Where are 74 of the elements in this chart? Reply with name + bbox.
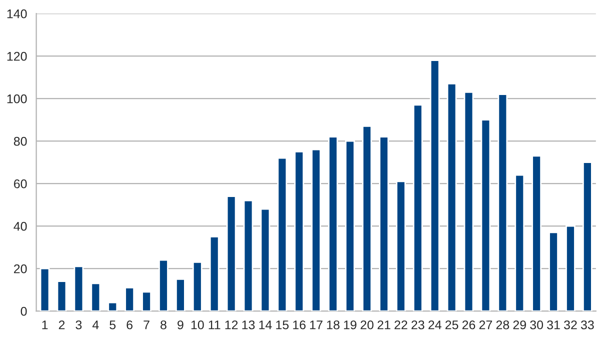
bar — [328, 136, 338, 312]
bar — [430, 60, 440, 312]
x-tick-label: 12 — [225, 320, 238, 330]
x-tick-label: 29 — [513, 320, 526, 330]
x-tick-label: 19 — [344, 320, 356, 330]
x-tick-label: 33 — [580, 320, 594, 330]
x-tick-label: 15 — [276, 320, 289, 330]
x-tick-label: 27 — [479, 320, 492, 330]
x-tick-label: 1 — [42, 320, 48, 330]
bar — [464, 92, 474, 312]
bar — [226, 196, 236, 312]
x-tick-label: 11 — [208, 320, 220, 330]
x-tick-label: 18 — [327, 320, 340, 330]
bar — [582, 162, 592, 312]
bar — [345, 140, 355, 312]
bar — [74, 266, 84, 312]
x-tick-label: 20 — [360, 320, 374, 330]
y-tick-label: 140 — [7, 9, 27, 18]
x-tick-label: 3 — [76, 320, 82, 330]
x-tick-label: 16 — [293, 320, 306, 330]
x-tick-label: 30 — [530, 320, 544, 330]
x-tick-label: 17 — [310, 320, 322, 330]
bar — [260, 208, 270, 312]
x-tick-label: 2 — [58, 320, 65, 330]
x-tick-label: 13 — [242, 320, 255, 330]
bar — [412, 104, 423, 312]
x-tick-label: 6 — [126, 320, 132, 330]
bar — [548, 232, 558, 312]
x-tick-label: 7 — [144, 320, 150, 330]
x-tick-label: 32 — [564, 320, 577, 330]
x-tick-label: 4 — [92, 320, 99, 330]
y-tick-label: 20 — [14, 264, 27, 274]
x-tick-label: 31 — [547, 320, 560, 330]
bar — [514, 174, 525, 312]
bar — [379, 136, 389, 312]
bar — [209, 236, 220, 312]
x-tick-label: 8 — [160, 320, 166, 330]
x-tick-label: 9 — [178, 320, 184, 330]
bar — [362, 126, 372, 312]
bar — [446, 83, 457, 312]
bar — [158, 259, 168, 312]
bar — [124, 287, 135, 312]
x-tick-label: 28 — [496, 320, 510, 330]
bar — [498, 94, 508, 312]
bar — [90, 282, 101, 312]
x-tick-label: 14 — [259, 320, 272, 330]
bar — [480, 119, 491, 312]
bar — [396, 180, 406, 312]
bar — [192, 262, 202, 312]
x-tick-label: 22 — [394, 320, 408, 330]
bar — [243, 200, 254, 312]
bar — [566, 225, 576, 312]
y-tick-label: 100 — [7, 94, 27, 104]
x-tick-label: 5 — [110, 320, 116, 330]
y-tick-label: 0 — [20, 306, 27, 316]
y-tick-label: 40 — [14, 222, 27, 231]
bar — [142, 291, 152, 312]
x-tick-label: 26 — [462, 320, 476, 330]
x-tick-label: 10 — [191, 320, 204, 330]
bar — [294, 151, 304, 312]
bar — [108, 302, 118, 312]
bar — [56, 280, 67, 312]
y-tick-label: 120 — [7, 52, 27, 61]
x-tick-label: 21 — [378, 320, 390, 330]
x-tick-label: 25 — [445, 320, 458, 330]
bar — [277, 157, 288, 312]
y-tick-label: 60 — [14, 179, 27, 188]
bar — [176, 278, 186, 312]
bar — [40, 268, 50, 312]
bar — [311, 148, 322, 312]
bar — [532, 155, 542, 312]
y-tick-label: 80 — [14, 136, 27, 146]
x-tick-label: 23 — [412, 320, 424, 330]
x-tick-label: 24 — [428, 320, 442, 330]
